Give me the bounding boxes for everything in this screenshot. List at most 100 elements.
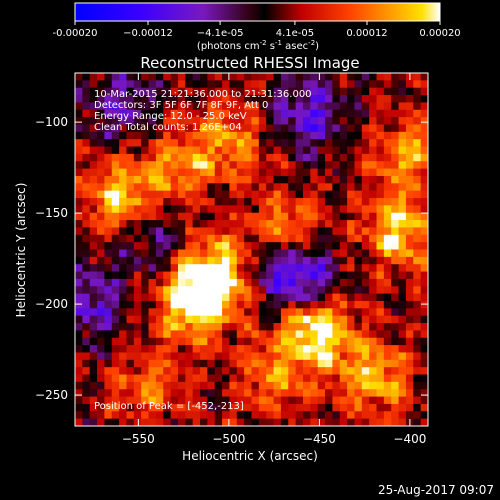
heatmap-cell	[258, 337, 267, 346]
heatmap-cell	[126, 227, 135, 236]
heatmap-cell	[383, 220, 392, 229]
heatmap-cell	[405, 396, 414, 405]
heatmap-cell	[361, 139, 370, 148]
heatmap-cell	[163, 293, 172, 302]
heatmap-cell	[236, 256, 245, 265]
heatmap-cell	[391, 271, 400, 280]
heatmap-cell	[376, 131, 385, 140]
heatmap-cell	[266, 227, 275, 236]
heatmap-cell	[295, 367, 304, 376]
heatmap-cell	[317, 234, 326, 243]
heatmap-cell	[177, 227, 186, 236]
heatmap-cell	[170, 168, 179, 177]
heatmap-cell	[119, 374, 128, 383]
heatmap-cell	[258, 212, 267, 221]
heatmap-cell	[295, 175, 304, 184]
heatmap-cell	[82, 308, 91, 317]
heatmap-cell	[200, 315, 208, 324]
heatmap-cell	[332, 183, 341, 192]
heatmap-cell	[177, 264, 186, 273]
heatmap-cell	[339, 418, 348, 426]
heatmap-cell	[361, 190, 370, 199]
heatmap-cell	[229, 227, 238, 236]
heatmap-cell	[185, 278, 194, 287]
heatmap-cell	[332, 300, 341, 309]
heatmap-cell	[126, 403, 135, 412]
heatmap-cell	[104, 117, 113, 126]
heatmap-cell	[229, 198, 238, 206]
heatmap-cell	[302, 146, 311, 155]
heatmap-cell	[339, 175, 348, 184]
heatmap-cell	[104, 198, 113, 206]
heatmap-cell	[222, 131, 231, 140]
heatmap-cell	[258, 161, 267, 170]
heatmap-cell	[413, 389, 422, 398]
heatmap-cell	[75, 293, 83, 302]
heatmap-cell	[413, 87, 422, 96]
heatmap-cell	[332, 367, 341, 376]
heatmap-cell	[317, 220, 326, 229]
heatmap-cell	[244, 80, 253, 89]
heatmap-cell	[75, 227, 83, 236]
heatmap-cell	[398, 168, 407, 177]
heatmap-cell	[325, 286, 333, 295]
heatmap-cell	[75, 345, 83, 354]
heatmap-cell	[126, 242, 135, 251]
heatmap-cell	[266, 80, 275, 89]
heatmap-cell	[354, 146, 363, 155]
heatmap-cell	[170, 80, 179, 89]
heatmap-cell	[376, 337, 385, 346]
heatmap-cell	[75, 87, 83, 96]
heatmap-cell	[141, 308, 150, 317]
heatmap-cell	[163, 381, 172, 390]
heatmap-cell	[295, 396, 304, 405]
colorbar-tick-label: −0.00012	[123, 28, 173, 39]
heatmap-cell	[192, 286, 201, 295]
heatmap-cell	[111, 242, 120, 251]
heatmap-cell	[200, 73, 208, 81]
heatmap-cell	[361, 242, 370, 251]
heatmap-cell	[229, 102, 238, 111]
heatmap-cell	[148, 352, 157, 361]
heatmap-cell	[398, 389, 407, 398]
heatmap-cell	[391, 323, 400, 331]
heatmap-cell	[413, 95, 422, 104]
heatmap-cell	[155, 73, 164, 81]
heatmap-cell	[133, 198, 142, 206]
heatmap-cell	[148, 411, 157, 420]
heatmap-cell	[295, 308, 304, 317]
heatmap-cell	[266, 418, 275, 426]
heatmap-cell	[222, 256, 231, 265]
heatmap-cell	[347, 205, 356, 214]
heatmap-cell	[376, 359, 385, 368]
heatmap-cell	[126, 168, 135, 177]
heatmap-cell	[177, 374, 186, 383]
heatmap-cell	[317, 183, 326, 192]
heatmap-cell	[89, 183, 98, 192]
heatmap-cell	[104, 411, 113, 420]
heatmap-cell	[251, 80, 260, 89]
heatmap-cell	[420, 227, 428, 236]
heatmap-cell	[369, 300, 378, 309]
heatmap-cell	[185, 175, 194, 184]
heatmap-cell	[75, 139, 83, 148]
heatmap-cell	[266, 73, 275, 81]
heatmap-cell	[141, 403, 150, 412]
heatmap-cell	[207, 256, 216, 265]
heatmap-cell	[332, 234, 341, 243]
heatmap-cell	[126, 345, 135, 354]
heatmap-cell	[119, 359, 128, 368]
heatmap-cell	[391, 330, 400, 339]
heatmap-cell	[310, 264, 319, 273]
heatmap-cell	[317, 374, 326, 383]
heatmap-cell	[280, 249, 289, 258]
heatmap-cell	[133, 95, 142, 104]
heatmap-cell	[97, 198, 106, 206]
heatmap-cell	[222, 190, 231, 199]
heatmap-cell	[163, 227, 172, 236]
heatmap-cell	[207, 153, 216, 162]
heatmap-cell	[119, 205, 128, 214]
heatmap-cell	[288, 271, 297, 280]
heatmap-cell	[310, 418, 319, 426]
heatmap-cell	[170, 389, 179, 398]
